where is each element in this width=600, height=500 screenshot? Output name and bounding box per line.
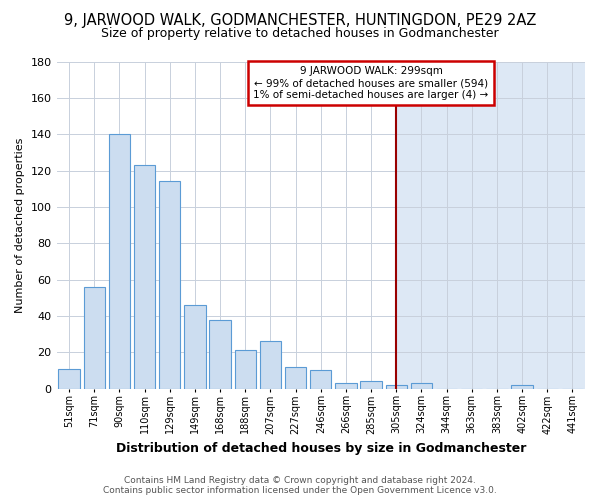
Bar <box>396 62 585 388</box>
Y-axis label: Number of detached properties: Number of detached properties <box>15 138 25 312</box>
Bar <box>511 385 533 388</box>
Bar <box>411 383 432 388</box>
Bar <box>310 370 331 388</box>
Bar <box>209 320 231 388</box>
Bar <box>58 368 80 388</box>
Bar <box>285 367 307 388</box>
Text: 9, JARWOOD WALK, GODMANCHESTER, HUNTINGDON, PE29 2AZ: 9, JARWOOD WALK, GODMANCHESTER, HUNTINGD… <box>64 12 536 28</box>
Bar <box>83 287 105 388</box>
Bar <box>235 350 256 389</box>
X-axis label: Distribution of detached houses by size in Godmanchester: Distribution of detached houses by size … <box>116 442 526 455</box>
Text: Contains HM Land Registry data © Crown copyright and database right 2024.
Contai: Contains HM Land Registry data © Crown c… <box>103 476 497 495</box>
Bar <box>134 165 155 388</box>
Bar <box>184 305 206 388</box>
Bar <box>335 383 356 388</box>
Bar <box>386 385 407 388</box>
Bar <box>109 134 130 388</box>
Text: 9 JARWOOD WALK: 299sqm
← 99% of detached houses are smaller (594)
1% of semi-det: 9 JARWOOD WALK: 299sqm ← 99% of detached… <box>253 66 488 100</box>
Bar <box>361 382 382 388</box>
Text: Size of property relative to detached houses in Godmanchester: Size of property relative to detached ho… <box>101 28 499 40</box>
Bar <box>159 182 181 388</box>
Bar <box>260 342 281 388</box>
